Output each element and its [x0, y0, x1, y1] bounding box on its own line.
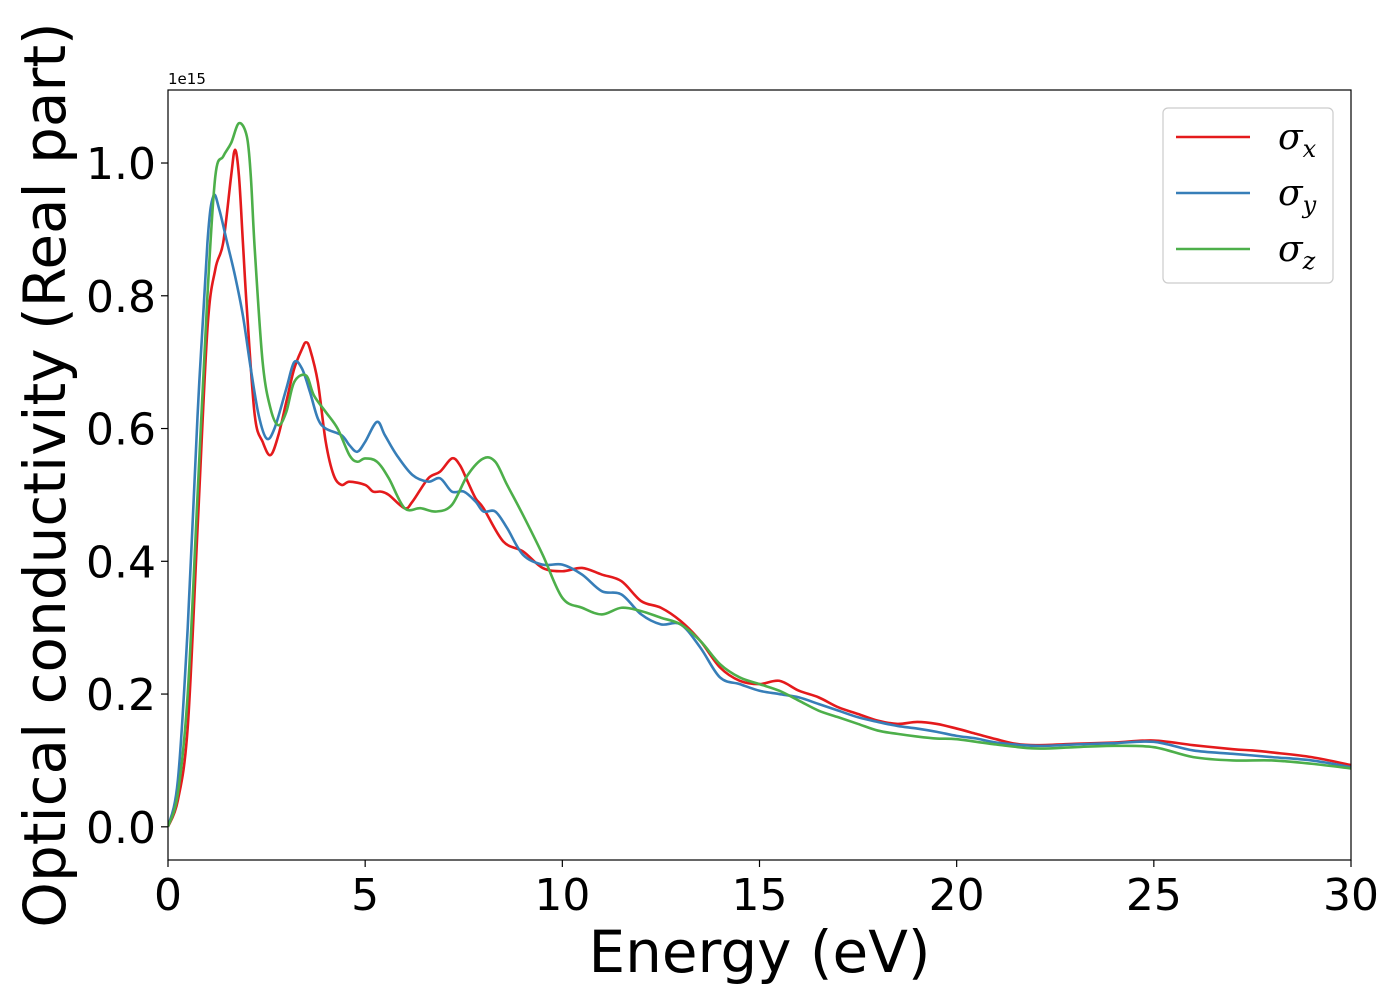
y-tick-label: 0.4	[86, 537, 156, 588]
x-tick-label: 0	[154, 870, 182, 921]
x-axis: 0 5 10 15 20 25 30	[154, 860, 1379, 921]
y-tick-label: 0.2	[86, 670, 156, 721]
y-axis: 0.0 0.2 0.4 0.6 0.8 1.0	[86, 139, 168, 854]
y-tick-label: 0.8	[86, 272, 156, 323]
x-tick-label: 15	[732, 870, 788, 921]
y-axis-title: Optical conductivity (Real part)	[11, 22, 79, 927]
series-line-x	[168, 148, 1351, 828]
y-tick-label: 1.0	[86, 139, 156, 190]
y-offset-label: 1e15	[168, 70, 206, 88]
x-axis-title: Energy (eV)	[588, 918, 930, 986]
x-tick-label: 25	[1126, 870, 1182, 921]
legend: σx σy σz	[1162, 107, 1334, 284]
series-lines	[168, 121, 1351, 828]
x-tick-label: 20	[929, 870, 985, 921]
x-tick-label: 5	[351, 870, 379, 921]
x-tick-label: 10	[534, 870, 590, 921]
legend-box	[1162, 107, 1334, 284]
legend-label-z: σz	[1278, 229, 1316, 275]
series-line-y	[168, 193, 1351, 828]
x-tick-label: 30	[1323, 870, 1379, 921]
legend-label-x: σx	[1278, 117, 1317, 163]
series-line-z	[168, 121, 1351, 828]
legend-label-y: σy	[1278, 173, 1317, 219]
y-tick-label: 0.0	[86, 803, 156, 854]
y-tick-label: 0.6	[86, 405, 156, 456]
